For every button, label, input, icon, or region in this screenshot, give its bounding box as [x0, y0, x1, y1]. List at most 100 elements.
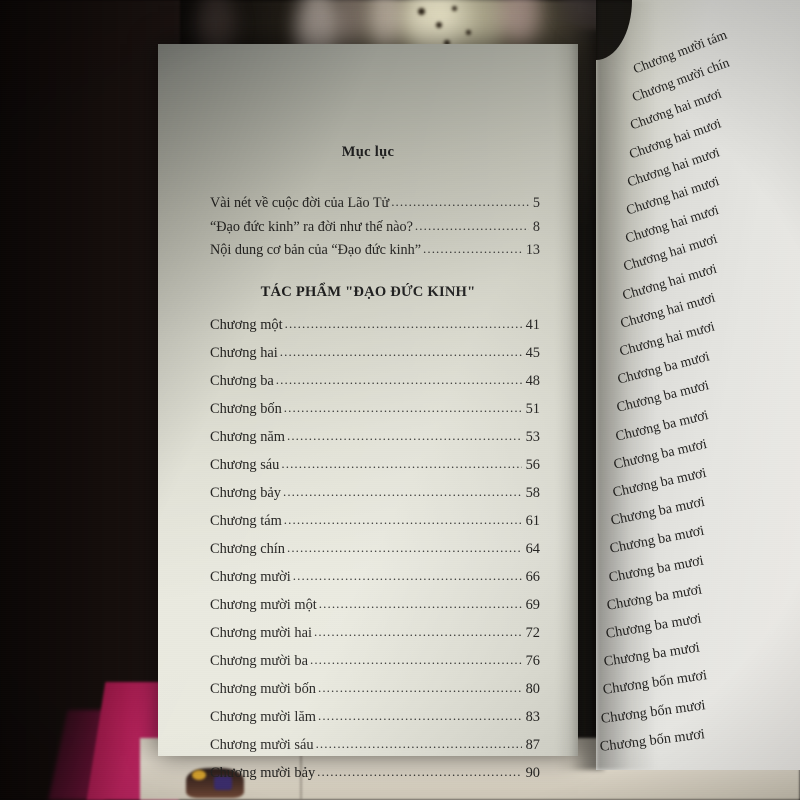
- toc-entry[interactable]: Chương ba...............................…: [210, 373, 540, 389]
- toc-entry-label: Chương mười ba: [210, 653, 308, 669]
- toc-entry-page: 8: [532, 218, 540, 235]
- toc-entry[interactable]: Chương mười bảy.........................…: [210, 765, 540, 781]
- dot-leader: ........................................…: [317, 765, 522, 778]
- dot-leader: ........................................…: [292, 569, 522, 582]
- toc-entry-label: Chương một: [210, 317, 283, 333]
- book-right-page: Chương mười tám Chương mười chín Chương ha…: [596, 0, 800, 770]
- dot-leader: ........................................…: [414, 218, 529, 232]
- toc-entry[interactable]: Chương mười sáu.........................…: [210, 737, 540, 753]
- dot-leader: ........................................…: [317, 709, 522, 722]
- toc-entry[interactable]: Chương năm..............................…: [210, 429, 540, 445]
- right-page-line: Chương ba mươi: [602, 639, 702, 671]
- right-page-line: Chương ba mươi: [606, 552, 705, 586]
- toc-entry-label: Chương bốn: [210, 401, 282, 417]
- page-title: Mục lục: [341, 144, 395, 160]
- dot-leader: ........................................…: [282, 485, 522, 498]
- dot-leader: ........................................…: [275, 373, 522, 386]
- toc-entry-page: 13: [525, 242, 540, 259]
- dot-leader: ........................................…: [281, 457, 522, 470]
- toc-entry[interactable]: Chương mười ba..........................…: [210, 653, 540, 669]
- toc-entry-page: 41: [525, 317, 540, 333]
- toc-entry-label: Vài nét về cuộc đời của Lão Tử: [210, 195, 390, 211]
- toc-entry-label: Chương mười hai: [210, 625, 312, 641]
- dark-object: [214, 776, 232, 790]
- right-page-line: Chương bốn mươi: [601, 667, 708, 699]
- background-speck: [444, 40, 450, 46]
- toc-entry[interactable]: Chương mười một.........................…: [210, 597, 540, 613]
- toc-entry-page: 48: [525, 373, 540, 389]
- dot-leader: ........................................…: [286, 541, 522, 554]
- toc-entry-page: 69: [525, 597, 540, 613]
- toc-entry-label: Chương mười một: [210, 597, 317, 613]
- toc-entry[interactable]: Nội dung cơ bản của “Đạo đức kinh” .....…: [210, 242, 540, 259]
- toc-entry[interactable]: Chương mười.............................…: [210, 569, 540, 585]
- chapter-list: Chương một..............................…: [210, 317, 540, 794]
- toc-entry-page: 66: [525, 569, 540, 585]
- toc-entry[interactable]: Chương mười lăm.........................…: [210, 709, 540, 725]
- toc-entry-page: 90: [525, 765, 540, 781]
- toc-entry[interactable]: Chương sáu..............................…: [210, 457, 540, 473]
- table-seam: [300, 738, 302, 800]
- dot-leader: ........................................…: [391, 195, 529, 208]
- right-page-surface: [596, 0, 800, 770]
- right-page-line: Chương ba mươi: [608, 523, 706, 558]
- dot-leader: ........................................…: [318, 597, 522, 610]
- front-matter-list: Vài nét về cuộc đời của Lão Tử .........…: [210, 195, 540, 267]
- toc-entry-page: 53: [525, 429, 540, 445]
- toc-entry[interactable]: Chương hai..............................…: [210, 345, 540, 361]
- toc-entry-page: 76: [525, 653, 540, 669]
- toc-entry[interactable]: “Đạo đức kinh” ra đời như thế nào? .....…: [210, 218, 540, 235]
- right-page-lines: Chương mười tám Chương mười chín Chương ha…: [596, 0, 800, 770]
- toc-entry-page: 56: [525, 457, 540, 473]
- yellow-object: [192, 770, 206, 780]
- background-speck: [436, 22, 442, 28]
- toc-entry-label: Chương mười lăm: [210, 709, 316, 725]
- toc-entry-label: Chương mười bảy: [210, 765, 316, 781]
- dot-leader: ........................................…: [313, 625, 522, 638]
- right-page-line: Chương ba mươi: [604, 610, 703, 642]
- dot-leader: ........................................…: [423, 242, 522, 256]
- toc-entry-page: 51: [525, 401, 540, 417]
- dot-leader: ........................................…: [279, 345, 522, 358]
- toc-entry[interactable]: Chương bốn..............................…: [210, 401, 540, 417]
- background-speck: [466, 30, 471, 35]
- toc-entry[interactable]: Chương tám..............................…: [210, 513, 540, 529]
- toc-entry-label: Chương chín: [210, 541, 285, 557]
- toc-entry-label: Chương sáu: [210, 457, 280, 473]
- toc-entry-label: “Đạo đức kinh” ra đời như thế nào?: [210, 218, 413, 235]
- toc-entry[interactable]: Chương chín.............................…: [210, 541, 540, 557]
- right-page-line: Chương bốn mươi: [600, 696, 707, 727]
- background-speck: [418, 8, 425, 15]
- toc-entry-page: 45: [525, 345, 540, 361]
- toc-entry[interactable]: Vài nét về cuộc đời của Lão Tử .........…: [210, 195, 540, 211]
- toc-entry-page: 87: [525, 737, 540, 753]
- toc-entry-page: 80: [525, 681, 540, 697]
- toc-entry[interactable]: Chương mười bốn.........................…: [210, 681, 540, 697]
- dot-leader: ........................................…: [286, 429, 522, 442]
- toc-entry[interactable]: Chương bảy..............................…: [210, 485, 540, 501]
- dot-leader: ........................................…: [315, 737, 522, 750]
- toc-entry-page: 61: [525, 513, 540, 529]
- background-speck: [452, 6, 457, 11]
- toc-entry-page: 83: [525, 709, 540, 725]
- toc-entry-label: Chương hai: [210, 345, 278, 361]
- right-page-line: Chương bốn mươi: [598, 725, 706, 755]
- toc-entry[interactable]: Chương mười hai.........................…: [210, 625, 540, 641]
- background-left-dark: [0, 0, 180, 800]
- toc-entry-page: 5: [532, 195, 540, 211]
- toc-entry-label: Chương năm: [210, 429, 285, 445]
- dot-leader: ........................................…: [309, 653, 522, 666]
- dot-leader: ........................................…: [284, 317, 522, 330]
- toc-entry-label: Chương mười sáu: [210, 737, 314, 753]
- right-page-line: Chương ba mươi: [605, 581, 704, 614]
- toc-entry-page: 58: [525, 485, 540, 501]
- toc-entry-label: Nội dung cơ bản của “Đạo đức kinh”: [210, 242, 421, 259]
- toc-entry-label: Chương tám: [210, 513, 282, 529]
- toc-entry-page: 64: [525, 541, 540, 557]
- right-page-shading: [596, 0, 656, 770]
- toc-entry-label: Chương mười bốn: [210, 681, 316, 697]
- section-heading: TÁC PHẨM "ĐẠO ĐỨC KINH": [260, 284, 476, 300]
- toc-entry[interactable]: Chương một..............................…: [210, 317, 540, 333]
- dot-leader: ........................................…: [317, 681, 522, 694]
